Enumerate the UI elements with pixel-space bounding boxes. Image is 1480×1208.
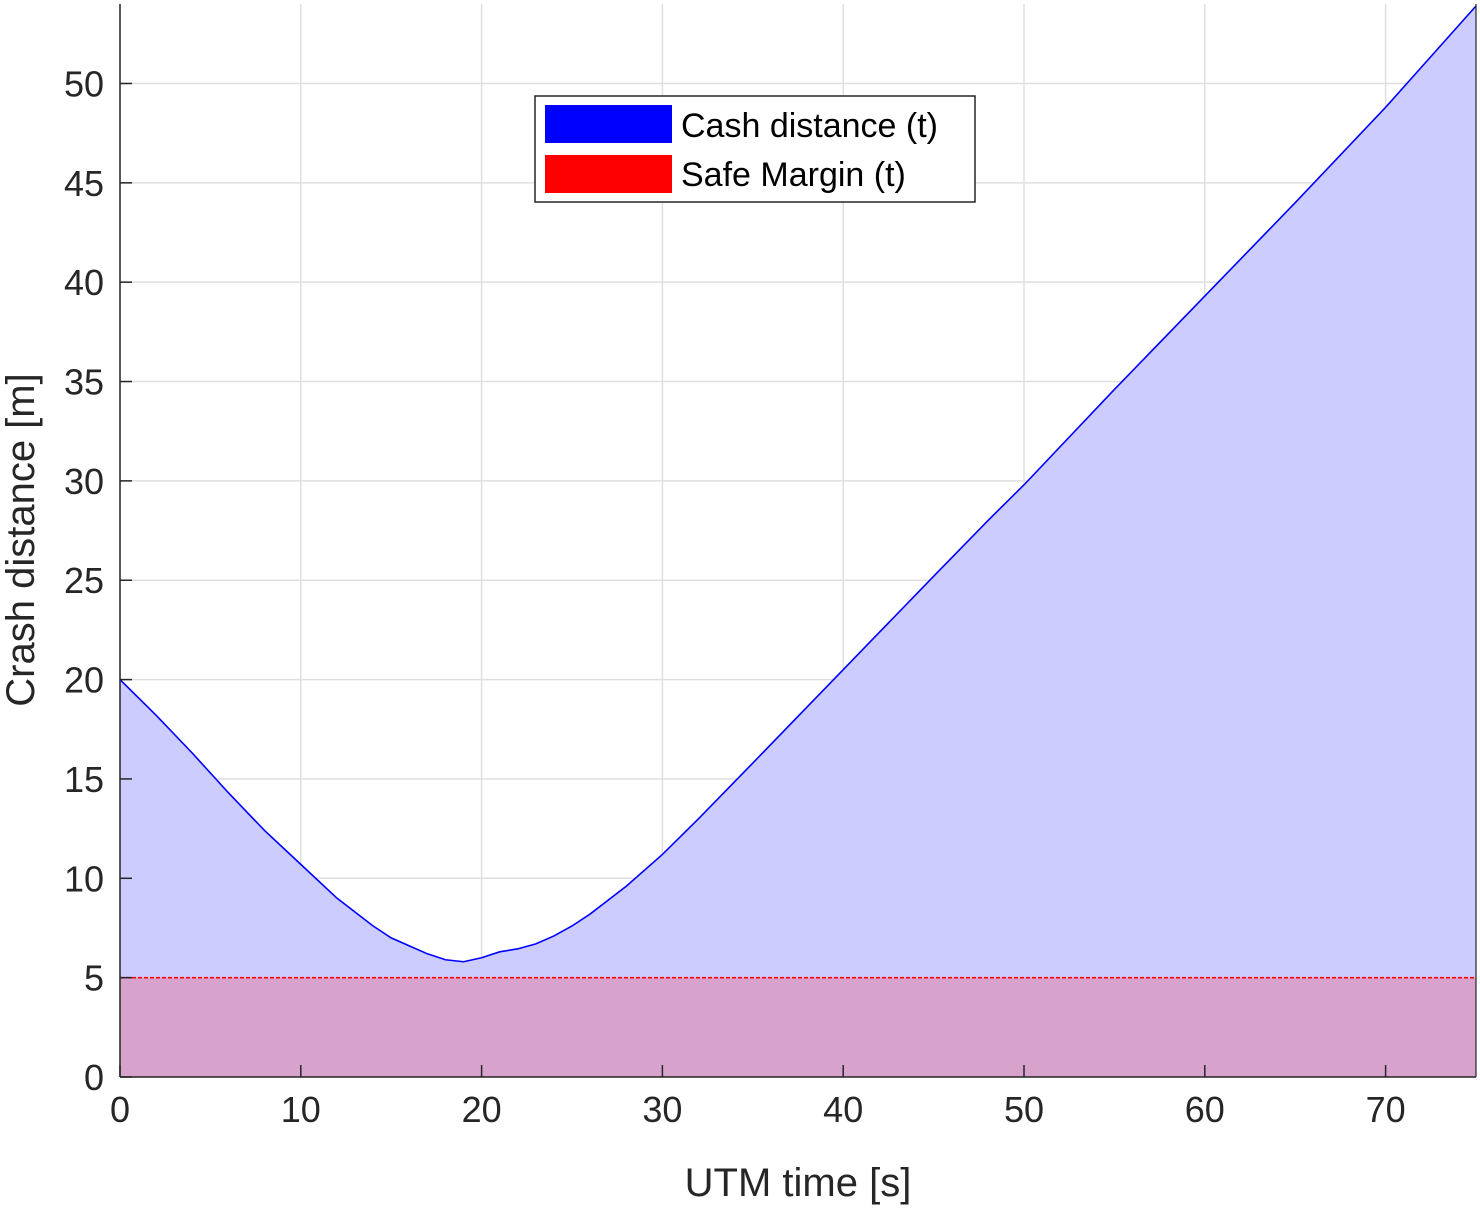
- y-tick-label: 20: [64, 660, 104, 701]
- y-tick-label: 5: [84, 958, 104, 999]
- x-tick-labels: 0 10 20 30 40 50 60 70: [110, 1089, 1406, 1130]
- y-tick-labels: 0 5 10 15 20 25 30 35 40 45 50: [64, 63, 104, 1098]
- y-tick-label: 30: [64, 461, 104, 502]
- y-tick-label: 40: [64, 262, 104, 303]
- x-axis-label: UTM time [s]: [685, 1161, 912, 1205]
- y-tick-label: 35: [64, 362, 104, 403]
- legend: Cash distance (t) Safe Margin (t): [534, 95, 976, 203]
- cash-distance-area: [120, 5, 1476, 1077]
- x-tick-label: 70: [1366, 1089, 1406, 1130]
- y-tick-label: 45: [64, 163, 104, 204]
- x-tick-label: 30: [642, 1089, 682, 1130]
- legend-label-safe-margin: Safe Margin (t): [681, 156, 906, 194]
- x-tick-label: 10: [281, 1089, 321, 1130]
- y-axis-label: Crash distance [m]: [0, 373, 43, 706]
- y-tick-label: 10: [64, 858, 104, 899]
- legend-label-cash-distance: Cash distance (t): [681, 107, 938, 145]
- x-tick-label: 60: [1185, 1089, 1225, 1130]
- cash-distance-line: [119, 5, 1477, 963]
- y-tick-label: 25: [64, 560, 104, 601]
- legend-swatch-cash-distance: [545, 105, 672, 143]
- x-tick-label: 0: [110, 1089, 130, 1130]
- y-tick-label: 50: [64, 63, 104, 104]
- x-tick-label: 40: [823, 1089, 863, 1130]
- y-tick-label: 15: [64, 759, 104, 800]
- axes: [119, 4, 1477, 1078]
- y-tick-label: 0: [84, 1057, 104, 1098]
- safe-margin-area: [120, 977, 1476, 1077]
- x-tick-label: 50: [1004, 1089, 1044, 1130]
- x-tick-label: 20: [462, 1089, 502, 1130]
- legend-swatch-safe-margin: [545, 155, 672, 193]
